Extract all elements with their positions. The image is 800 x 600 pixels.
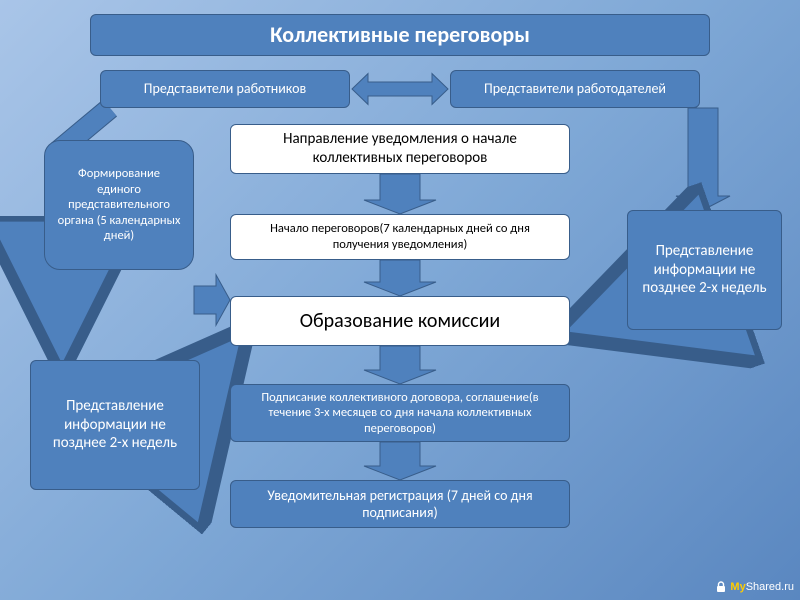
lock-icon [714,580,728,594]
watermark-prefix: My [730,581,745,593]
registration-box: Уведомительная регистрация (7 дней со дн… [230,480,570,528]
employee-reps-box: Представители работников [100,70,350,108]
signing-box: Подписание коллективного договора, согла… [230,384,570,442]
formation-box: Формирование единого представительного о… [44,140,194,270]
info-left-box: Представление информации не позднее 2-х … [30,360,200,490]
employer-reps-box: Представители работодателей [450,70,700,108]
start-box: Начало переговоров(7 календарных дней со… [230,214,570,260]
commission-box: Образование комиссии [230,296,570,346]
title-box: Коллективные переговоры [90,14,710,56]
watermark: MyShared.ru [714,580,794,594]
watermark-suffix: Shared.ru [746,581,794,593]
info-right-box: Представление информации не позднее 2-х … [627,210,782,330]
notice-box: Направление уведомления о начале коллект… [230,124,570,174]
